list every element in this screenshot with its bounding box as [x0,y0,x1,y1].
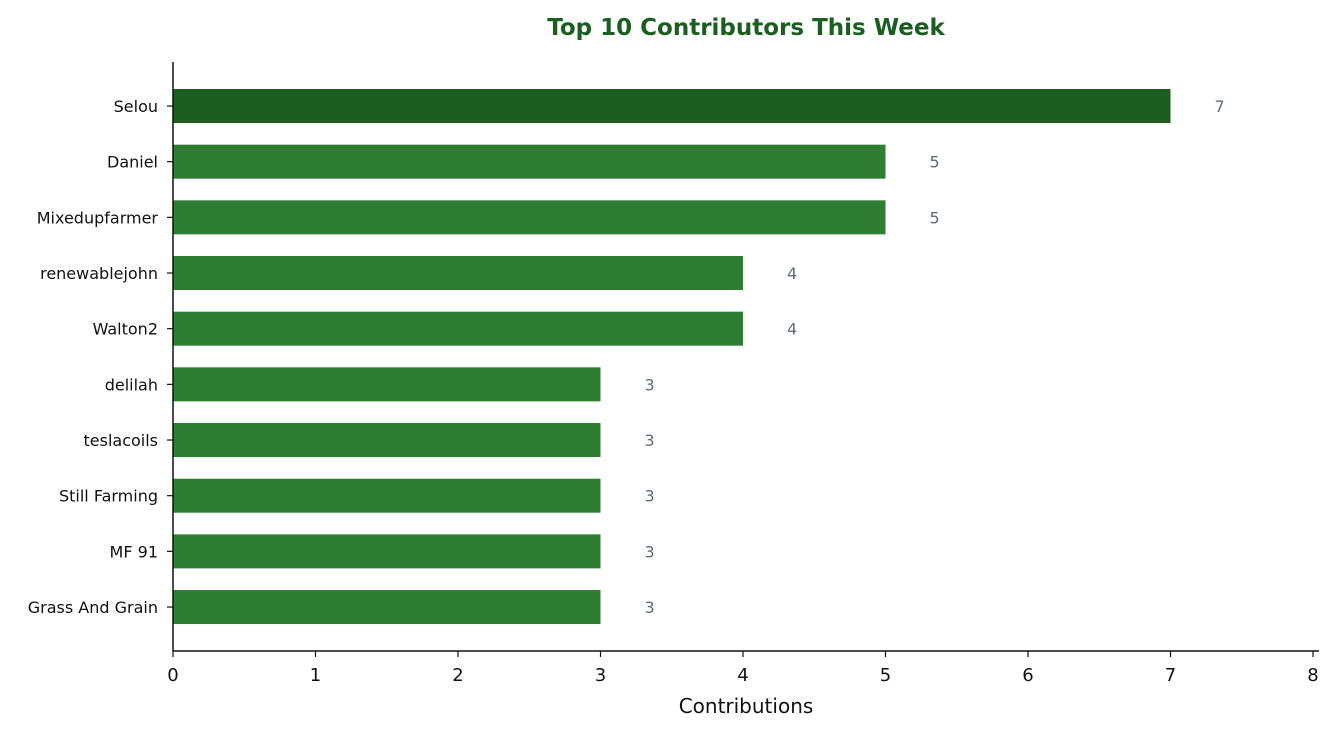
category-label: delilah [105,375,158,394]
category-label: Daniel [107,153,158,172]
bar-still-farming [173,478,601,513]
value-label: 7 [1215,97,1225,116]
bar-grass-and-grain [173,590,601,625]
x-tick-label: 2 [452,665,463,686]
chart-title: Top 10 Contributors This Week [547,15,945,41]
value-label: 4 [787,264,797,283]
value-label: 3 [645,375,655,394]
x-tick-label: 4 [737,665,748,686]
value-labels-layer: 7 5 5 4 4 3 3 3 3 3 [645,97,1225,617]
value-label: 3 [645,431,655,450]
category-label: Selou [114,97,158,116]
bar-mixedupfarmer [173,200,886,235]
x-tick-label: 6 [1022,665,1033,686]
bars-layer [173,89,1171,625]
value-label: 4 [787,320,797,339]
bar-mf-91 [173,534,601,569]
value-label: 3 [645,542,655,561]
value-label: 3 [645,487,655,506]
category-label: Grass And Grain [28,598,158,617]
bar-selou [173,89,1171,123]
value-label: 5 [930,153,940,172]
x-axis-title: Contributions [679,694,814,718]
x-tick-label: 5 [880,665,891,686]
bar-delilah [173,367,601,402]
bar-teslacoils [173,423,601,458]
bar-renewablejohn [173,256,743,291]
x-tick-label: 3 [595,665,606,686]
value-label: 3 [645,598,655,617]
bar-walton2 [173,311,743,346]
value-label: 5 [930,208,940,227]
x-tick-label: 1 [310,665,321,686]
category-label: Mixedupfarmer [37,208,159,227]
category-label: Still Farming [59,487,158,506]
x-tick-label: 7 [1165,665,1176,686]
category-label: Walton2 [93,320,158,339]
category-label: MF 91 [110,542,158,561]
category-label: teslacoils [83,431,158,450]
x-ticks-layer: 0 1 2 3 4 5 6 7 8 [167,651,1319,686]
x-tick-label: 0 [167,665,178,686]
x-tick-label: 8 [1307,665,1318,686]
bar-daniel [173,144,886,179]
category-labels-layer: Selou Daniel Mixedupfarmer renewablejohn Wal… [28,97,173,617]
category-label: renewablejohn [40,264,158,283]
